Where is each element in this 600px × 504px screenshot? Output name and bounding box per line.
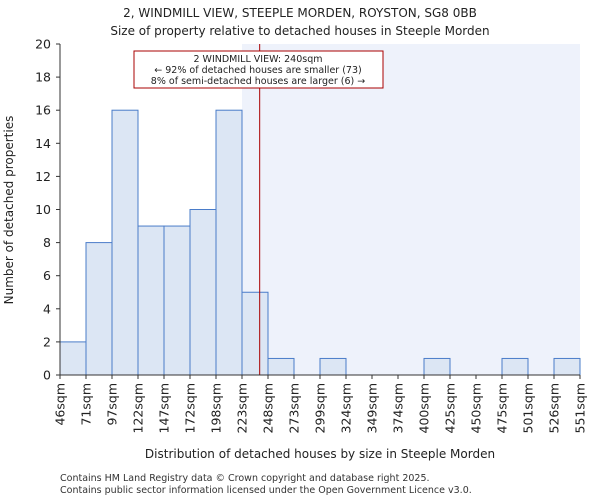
x-tick-label-273sqm: 273sqm (287, 383, 302, 433)
footer-line-1: Contains HM Land Registry data © Crown c… (60, 473, 430, 484)
bar-223sqm (241, 291, 269, 376)
bar-526sqm (553, 357, 581, 376)
annotation-line-1: 2 WINDMILL VIEW: 240sqm (193, 54, 322, 65)
y-ticks: 0 2 4 6 8 10 12 14 16 18 20 (35, 37, 60, 383)
x-tick-label-71sqm: 71sqm (79, 383, 94, 426)
bar-122sqm (137, 225, 165, 376)
y-tick-label-6: 6 (43, 268, 51, 283)
x-tick-label-400sqm: 400sqm (417, 383, 432, 433)
x-tick-label-374sqm: 374sqm (391, 383, 406, 433)
chart-title: 2, WINDMILL VIEW, STEEPLE MORDEN, ROYSTO… (123, 6, 477, 20)
x-axis-label: Distribution of detached houses by size … (145, 447, 495, 461)
x-tick-label-97sqm: 97sqm (105, 383, 120, 426)
annotation-box: 2 WINDMILL VIEW: 240sqm ← 92% of detache… (133, 50, 384, 89)
x-ticks: 46sqm 71sqm 97sqm 122sqm 147sqm 172sqm 198sqm 2… (53, 375, 588, 433)
bar-248sqm (267, 357, 295, 376)
y-tick-label-12: 12 (35, 169, 51, 184)
y-tick-label-0: 0 (43, 368, 51, 383)
x-tick-label-198sqm: 198sqm (209, 383, 224, 433)
bar-198sqm (215, 109, 243, 376)
x-tick-label-425sqm: 425sqm (443, 383, 458, 433)
y-tick-label-16: 16 (35, 103, 51, 118)
bar-400sqm (423, 357, 451, 376)
x-tick-label-172sqm: 172sqm (183, 383, 198, 433)
bar-147sqm (163, 225, 191, 376)
x-tick-label-248sqm: 248sqm (261, 383, 276, 433)
x-tick-label-223sqm: 223sqm (235, 383, 250, 433)
footer-line-2: Contains public sector information licen… (60, 485, 472, 496)
bar-299sqm (319, 357, 347, 376)
y-tick-label-20: 20 (35, 37, 51, 52)
highlight-region (242, 44, 580, 375)
y-tick-label-2: 2 (43, 334, 51, 349)
bar-97sqm (111, 109, 139, 376)
x-tick-label-450sqm: 450sqm (469, 383, 484, 433)
x-tick-label-475sqm: 475sqm (495, 383, 510, 433)
x-tick-label-551sqm: 551sqm (573, 383, 588, 433)
x-tick-label-349sqm: 349sqm (365, 383, 380, 433)
x-tick-label-122sqm: 122sqm (131, 383, 146, 433)
bar-46sqm (59, 341, 87, 376)
y-axis-label: Number of detached properties (2, 116, 16, 305)
y-tick-label-8: 8 (43, 235, 51, 250)
y-tick-label-14: 14 (35, 136, 51, 151)
x-tick-label-501sqm: 501sqm (521, 383, 536, 433)
bars-layer (59, 109, 581, 376)
annotation-line-2: ← 92% of detached houses are smaller (73… (154, 65, 361, 76)
bar-475sqm (501, 357, 529, 376)
bar-71sqm (85, 242, 113, 376)
y-tick-label-4: 4 (43, 301, 51, 316)
annotation-frame (133, 50, 384, 89)
x-tick-label-46sqm: 46sqm (53, 383, 68, 426)
x-tick-label-299sqm: 299sqm (313, 383, 328, 433)
highlight-layer (242, 44, 580, 375)
x-tick-label-526sqm: 526sqm (547, 383, 562, 433)
annotation-line-3: 8% of semi-detached houses are larger (6… (151, 76, 365, 87)
bar-172sqm (189, 209, 217, 376)
y-tick-label-18: 18 (35, 70, 51, 85)
y-tick-label-10: 10 (35, 202, 51, 217)
x-tick-label-324sqm: 324sqm (339, 383, 354, 433)
x-tick-label-147sqm: 147sqm (157, 383, 172, 433)
chart-subtitle: Size of property relative to detached ho… (110, 24, 489, 38)
